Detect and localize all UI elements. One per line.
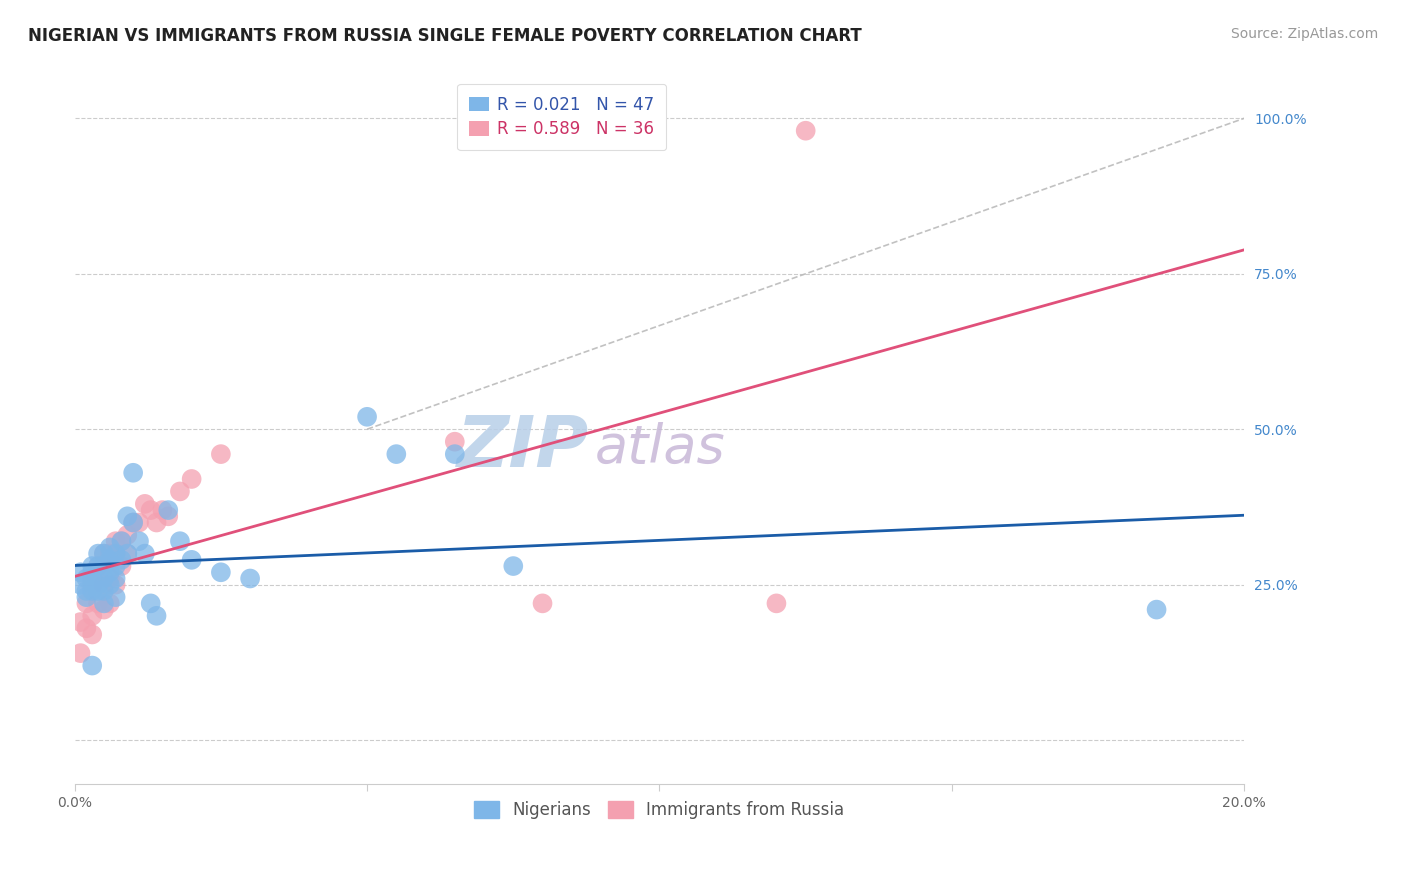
Text: atlas: atlas: [595, 422, 725, 474]
Point: [356, 409, 378, 424]
Point: [122, 516, 145, 530]
Point: [104, 547, 127, 561]
Point: [82, 583, 104, 598]
Point: [93, 547, 115, 561]
Point: [794, 124, 817, 138]
Point: [87, 578, 110, 592]
Point: [117, 547, 139, 561]
Text: ZIP: ZIP: [457, 413, 589, 482]
Point: [110, 534, 132, 549]
Point: [93, 602, 115, 616]
Point: [128, 516, 150, 530]
Point: [145, 608, 167, 623]
Point: [82, 566, 104, 580]
Point: [152, 503, 174, 517]
Point: [128, 534, 150, 549]
Point: [180, 553, 202, 567]
Point: [93, 578, 115, 592]
Point: [110, 553, 132, 567]
Point: [98, 553, 121, 567]
Point: [98, 572, 121, 586]
Point: [139, 503, 162, 517]
Point: [82, 572, 104, 586]
Point: [82, 658, 104, 673]
Point: [69, 615, 91, 629]
Point: [117, 509, 139, 524]
Point: [75, 572, 97, 586]
Point: [104, 590, 127, 604]
Point: [87, 596, 110, 610]
Point: [104, 559, 127, 574]
Point: [385, 447, 408, 461]
Point: [98, 578, 121, 592]
Point: [69, 578, 91, 592]
Point: [134, 497, 156, 511]
Point: [122, 516, 145, 530]
Point: [169, 534, 191, 549]
Point: [98, 541, 121, 555]
Point: [87, 547, 110, 561]
Point: [93, 547, 115, 561]
Point: [1146, 602, 1168, 616]
Point: [443, 434, 465, 449]
Point: [87, 583, 110, 598]
Point: [69, 566, 91, 580]
Point: [110, 534, 132, 549]
Point: [209, 447, 232, 461]
Point: [104, 547, 127, 561]
Point: [765, 596, 787, 610]
Point: [145, 516, 167, 530]
Point: [110, 559, 132, 574]
Point: [93, 596, 115, 610]
Point: [531, 596, 554, 610]
Text: NIGERIAN VS IMMIGRANTS FROM RUSSIA SINGLE FEMALE POVERTY CORRELATION CHART: NIGERIAN VS IMMIGRANTS FROM RUSSIA SINGL…: [28, 27, 862, 45]
Point: [93, 572, 115, 586]
Point: [104, 534, 127, 549]
Point: [443, 447, 465, 461]
Point: [75, 621, 97, 635]
Text: Source: ZipAtlas.com: Source: ZipAtlas.com: [1230, 27, 1378, 41]
Point: [157, 509, 180, 524]
Point: [93, 583, 115, 598]
Point: [169, 484, 191, 499]
Point: [502, 559, 524, 574]
Point: [82, 559, 104, 574]
Point: [139, 596, 162, 610]
Point: [87, 559, 110, 574]
Point: [69, 646, 91, 660]
Point: [75, 583, 97, 598]
Point: [157, 503, 180, 517]
Point: [98, 596, 121, 610]
Point: [104, 578, 127, 592]
Point: [87, 559, 110, 574]
Point: [180, 472, 202, 486]
Point: [82, 608, 104, 623]
Point: [93, 559, 115, 574]
Point: [104, 572, 127, 586]
Point: [75, 590, 97, 604]
Point: [98, 547, 121, 561]
Point: [239, 572, 262, 586]
Point: [117, 528, 139, 542]
Point: [82, 627, 104, 641]
Point: [209, 566, 232, 580]
Point: [122, 466, 145, 480]
Point: [117, 547, 139, 561]
Legend: Nigerians, Immigrants from Russia: Nigerians, Immigrants from Russia: [468, 794, 851, 825]
Point: [82, 578, 104, 592]
Point: [75, 596, 97, 610]
Point: [98, 566, 121, 580]
Point: [134, 547, 156, 561]
